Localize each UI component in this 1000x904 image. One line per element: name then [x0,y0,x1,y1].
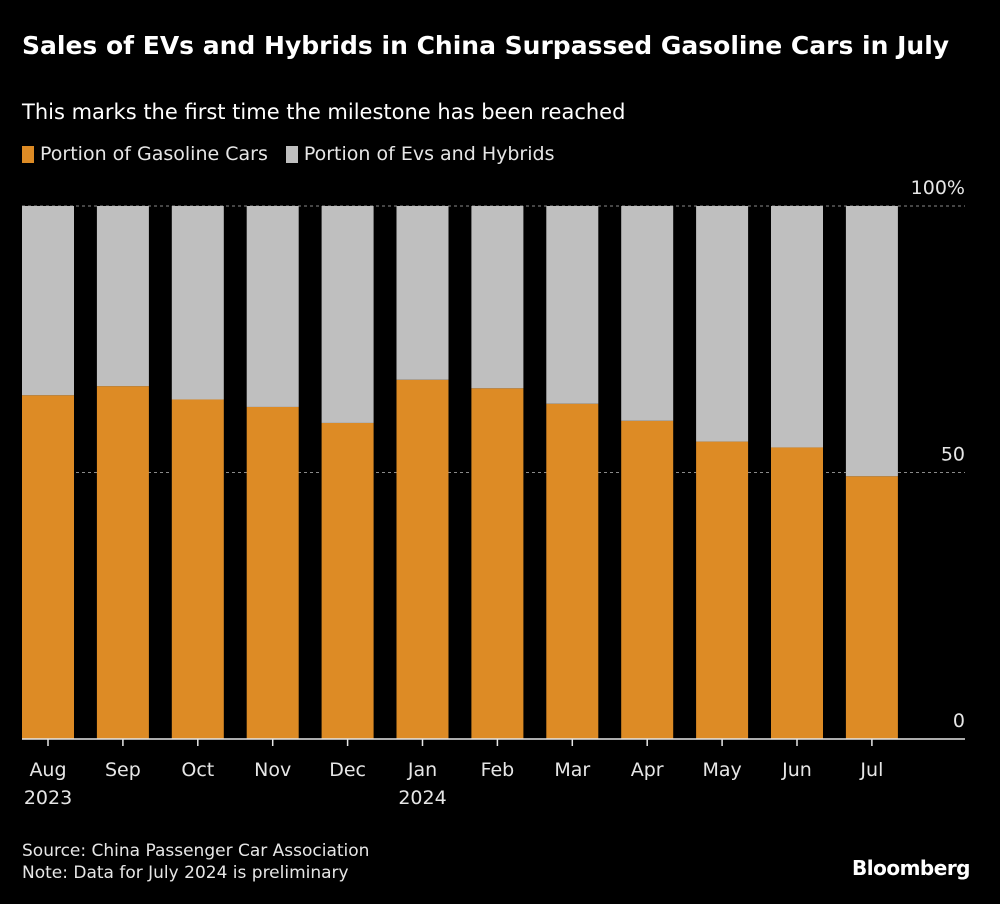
y-tick-label: 100% [911,177,965,199]
bloomberg-logo: Bloomberg [852,856,970,880]
x-tick-label: Aug [29,759,66,781]
bar-evs-sep [96,206,149,387]
bar-evs-mar [546,206,599,404]
bar-evs-jan [396,206,449,380]
legend-label-gasoline: Portion of Gasoline Cars [40,143,268,165]
legend-swatch-evs [285,145,298,163]
bar-evs-dec [321,206,374,423]
bar-gasoline-apr [621,420,674,739]
footer: Source: China Passenger Car Association … [22,840,369,884]
bar-evs-oct [171,206,224,400]
data-note: Note: Data for July 2024 is preliminary [22,863,349,883]
bar-evs-may [696,206,749,442]
bar-gasoline-sep [96,386,149,739]
x-tick-label: Jul [859,759,883,781]
bar-gasoline-jan [396,379,449,739]
bar-evs-apr [621,206,674,421]
bar-gasoline-feb [471,388,524,739]
bar-gasoline-jun [771,447,823,739]
bar-gasoline-mar [546,403,599,739]
x-axis: Aug 2023 Sep Oct Nov Dec Jan 2024 Feb Mar Apr May Ju… [22,738,965,809]
y-tick-label: 0 [953,710,965,732]
x-tick-label: Jan [407,759,437,781]
bar-evs-feb [471,206,524,389]
bar-evs-nov [246,206,299,407]
bars [22,206,898,739]
legend-item-gasoline: Portion of Gasoline Cars [22,143,268,165]
x-tick-label: Dec [329,759,366,781]
legend-item-evs: Portion of Evs and Hybrids [285,143,555,165]
bar-gasoline-aug [22,395,74,739]
bar-gasoline-dec [321,422,374,739]
legend-swatch-gasoline [22,145,34,163]
bar-evs-jun [771,206,823,448]
y-axis-labels: 0 50 100% [911,177,965,732]
x-tick-label: May [702,759,741,781]
bar-gasoline-oct [171,399,224,739]
x-tick-label: Jun [781,759,812,781]
bar-evs-aug [22,206,74,396]
bar-evs-jul [845,206,898,477]
bar-gasoline-jul [845,476,898,739]
chart-title: Sales of EVs and Hybrids in China Surpas… [22,31,950,60]
x-tick-label: Oct [181,759,214,781]
legend: Portion of Gasoline Cars Portion of Evs … [22,143,572,165]
bar-gasoline-may [696,441,749,739]
chart-plot: Aug 2023 Sep Oct Nov Dec Jan 2024 Feb Mar Apr May Ju… [22,177,965,809]
source-note: Source: China Passenger Car Association [22,841,370,861]
x-tick-label: Nov [254,759,291,781]
x-tick-label: Apr [631,759,664,781]
x-tick-sublabel: 2024 [398,787,446,809]
chart-subtitle: This marks the first time the milestone … [22,100,626,124]
x-tick-label: Sep [105,759,141,781]
x-tick-label: Feb [481,759,515,781]
bar-gasoline-nov [246,406,299,739]
legend-label-evs: Portion of Evs and Hybrids [303,143,555,165]
y-tick-label: 50 [941,444,965,466]
x-tick-label: Mar [554,759,590,781]
x-tick-sublabel: 2023 [24,787,72,809]
